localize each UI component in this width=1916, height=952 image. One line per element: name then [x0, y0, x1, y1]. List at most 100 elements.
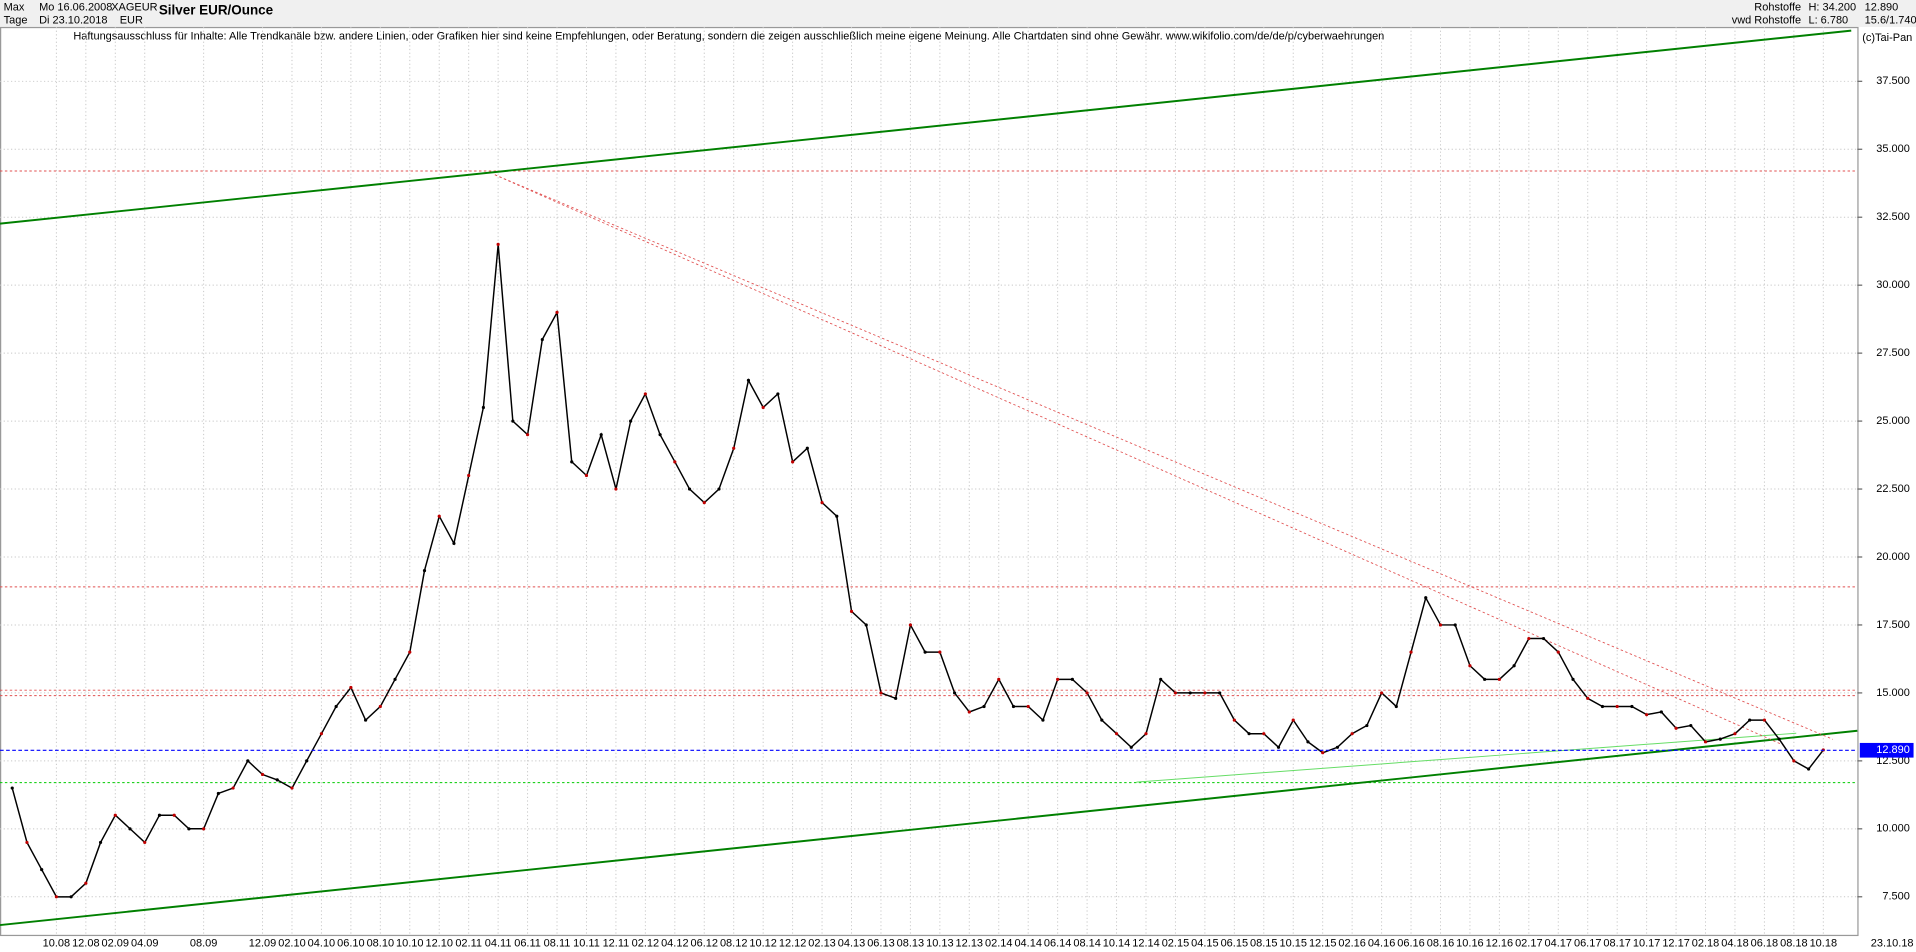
x-tick-label: 06.13 — [867, 937, 895, 949]
price-point — [1056, 677, 1060, 681]
price-point — [496, 242, 500, 246]
price-point — [54, 895, 58, 899]
x-tick-label: 10.10 — [396, 937, 424, 949]
price-point — [40, 868, 44, 872]
x-tick-label: 08.09 — [190, 937, 218, 949]
x-tick-label: 12.12 — [779, 937, 807, 949]
price-point — [143, 840, 147, 845]
currency: EUR — [120, 15, 143, 27]
price-point — [938, 650, 942, 654]
price-point — [1041, 718, 1045, 722]
price-point — [1276, 745, 1281, 749]
price-point — [982, 704, 986, 709]
price-point — [673, 460, 677, 464]
price-point — [820, 501, 824, 505]
x-tick-label: 10.12 — [749, 937, 777, 949]
price-point — [1409, 650, 1413, 654]
price-line — [11, 244, 1824, 898]
copyright: (c)Tai-Pan — [1862, 32, 1912, 44]
price-point — [525, 433, 530, 437]
price-point — [540, 337, 544, 342]
price-point — [629, 419, 633, 423]
price-point — [1129, 745, 1133, 749]
price-point — [923, 650, 927, 654]
x-tick-label: 12.15 — [1309, 937, 1337, 949]
price-point — [1556, 650, 1560, 654]
toolbar — [0, 0, 1916, 27]
range-selector[interactable]: Max — [4, 1, 25, 13]
x-tick-label: 12.11 — [603, 937, 630, 949]
price-point — [1011, 704, 1016, 709]
x-tick-label: 06.12 — [691, 937, 719, 949]
date-from: Mo 16.06.2008 — [39, 1, 112, 13]
price-point — [1762, 718, 1767, 722]
x-tick-label: 08.12 — [720, 937, 748, 949]
price-point — [1188, 691, 1192, 695]
price-point — [481, 405, 485, 410]
price-point — [864, 623, 868, 627]
x-tick-label: 12.13 — [956, 937, 984, 949]
price-point — [275, 778, 279, 782]
price-point — [84, 881, 88, 885]
change: 15.6/1.740 — [1865, 15, 1916, 27]
price-point — [364, 718, 368, 722]
price-point — [393, 677, 397, 681]
x-tick-label: 08.10 — [367, 937, 395, 949]
price-point — [349, 685, 353, 690]
price-point — [10, 786, 14, 790]
low: L: 6.780 — [1808, 15, 1848, 27]
x-tick-label: 04.13 — [838, 937, 866, 949]
x-tick-label: 06.14 — [1044, 937, 1072, 949]
x-tick-label: 02.09 — [102, 937, 129, 949]
price-point — [1394, 704, 1398, 709]
period-selector[interactable]: Tage — [4, 15, 28, 27]
price-point — [599, 433, 603, 437]
price-point — [231, 786, 235, 790]
price-point — [452, 541, 456, 545]
group: Rohstoffe — [1754, 1, 1801, 13]
x-tick-label: 02.15 — [1162, 937, 1190, 949]
price-point — [894, 696, 898, 700]
price-point — [1306, 740, 1310, 744]
y-tick-label: 32.500 — [1876, 211, 1910, 223]
price-point — [1453, 623, 1457, 627]
x-tick-label: 08.17 — [1603, 937, 1631, 949]
y-tick-label: 7.500 — [1882, 891, 1910, 903]
price-point — [172, 813, 176, 817]
y-tick-label: 20.000 — [1876, 551, 1910, 563]
x-tick-label: 02.17 — [1515, 937, 1543, 949]
x-tick-label: 04.15 — [1191, 937, 1219, 949]
price-point — [643, 392, 647, 396]
price-point — [1424, 596, 1428, 600]
price-point — [1203, 691, 1207, 695]
x-tick-label: 12.09 — [249, 937, 276, 949]
x-tick-label: 02.14 — [985, 937, 1013, 949]
price-point — [25, 840, 29, 845]
y-tick-label: 10.000 — [1876, 823, 1910, 835]
price-point — [1600, 704, 1605, 709]
high: H: 34.200 — [1808, 1, 1856, 13]
y-tick-label: 17.500 — [1876, 619, 1910, 631]
end-date: 23.10.18 — [1871, 937, 1914, 949]
price-point — [467, 473, 471, 478]
price-point — [1350, 732, 1354, 736]
x-tick-label: 10.17 — [1633, 937, 1661, 949]
price-point — [1497, 677, 1501, 681]
price-point — [776, 392, 780, 396]
price-point — [1218, 691, 1222, 695]
trendline — [1136, 732, 1797, 783]
price-point — [1674, 726, 1678, 730]
price-point — [1571, 677, 1575, 681]
x-tick-label: 02.16 — [1338, 937, 1366, 949]
price-point — [113, 813, 117, 817]
price-point — [717, 487, 721, 491]
price-point — [422, 569, 427, 573]
price-point — [98, 840, 103, 845]
price-point — [1159, 677, 1163, 681]
price-point — [1144, 732, 1148, 736]
price-point — [1070, 677, 1074, 681]
price-point — [1512, 664, 1516, 668]
x-tick-label: 04.17 — [1545, 937, 1573, 949]
y-tick-label: 35.000 — [1876, 143, 1910, 155]
